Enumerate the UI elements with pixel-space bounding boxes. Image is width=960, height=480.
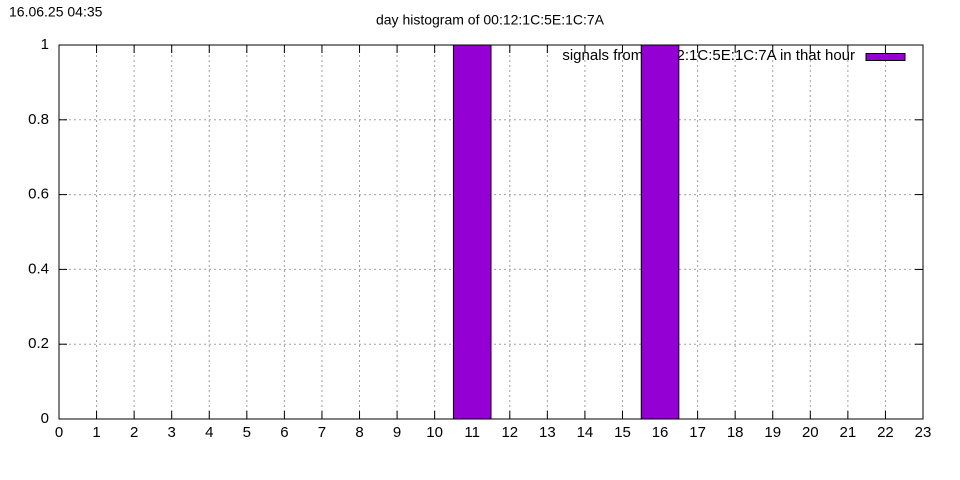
x-tick-label: 11 xyxy=(464,424,480,441)
legend-swatch-border xyxy=(865,53,906,61)
x-tick-label: 16 xyxy=(652,424,669,441)
chart-title: day histogram of 00:12:1C:5E:1C:7A xyxy=(376,12,605,28)
x-tick-label: 19 xyxy=(764,424,781,441)
x-tick-label: 0 xyxy=(55,424,63,441)
x-tick-label: 3 xyxy=(168,424,176,441)
x-tick-label: 22 xyxy=(877,424,894,441)
x-tick-label: 4 xyxy=(205,424,213,441)
x-tick-label: 12 xyxy=(501,424,518,441)
x-tick-label: 9 xyxy=(393,424,401,441)
y-tick-label: 0.8 xyxy=(28,111,49,128)
y-tick-label: 0.2 xyxy=(28,335,49,352)
x-tick-label: 7 xyxy=(318,424,326,441)
x-tick-label: 20 xyxy=(802,424,819,441)
x-tick-label: 17 xyxy=(689,424,706,441)
y-tick-label: 0 xyxy=(41,410,49,427)
x-tick-label: 18 xyxy=(727,424,744,441)
x-tick-label: 21 xyxy=(840,424,857,441)
legend-label: signals from 00:12:1C:5E:1C:7A in that h… xyxy=(562,47,855,64)
y-tick-label: 0.6 xyxy=(28,186,49,203)
x-tick-label: 6 xyxy=(280,424,288,441)
bar xyxy=(640,44,680,420)
x-tick-label: 8 xyxy=(355,424,363,441)
timestamp: 16.06.25 04:35 xyxy=(9,4,103,20)
x-tick-label: 13 xyxy=(539,424,556,441)
x-tick-label: 1 xyxy=(92,424,100,441)
x-tick-label: 5 xyxy=(243,424,251,441)
x-tick-label: 10 xyxy=(426,424,443,441)
y-tick-label: 0.4 xyxy=(28,260,49,277)
x-tick-label: 23 xyxy=(915,424,932,441)
y-tick-label: 1 xyxy=(41,36,49,53)
bar xyxy=(452,44,492,420)
x-tick-label: 2 xyxy=(130,424,138,441)
x-tick-label: 15 xyxy=(614,424,631,441)
x-tick-label: 14 xyxy=(577,424,594,441)
